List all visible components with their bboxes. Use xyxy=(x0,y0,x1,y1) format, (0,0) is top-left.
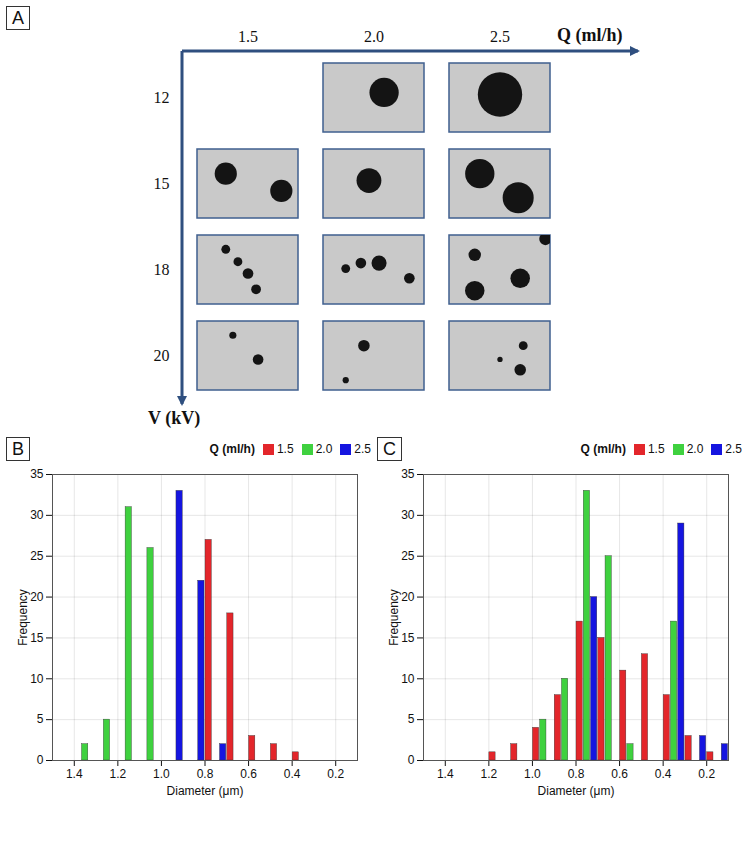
svg-text:18: 18 xyxy=(154,261,170,278)
svg-text:5: 5 xyxy=(37,712,44,726)
html-text:2.0: 2.0 xyxy=(686,442,704,456)
svg-text:0: 0 xyxy=(37,753,44,767)
svg-text:5: 5 xyxy=(408,712,415,726)
svg-text:0.4: 0.4 xyxy=(655,767,672,781)
svg-text:30: 30 xyxy=(30,508,44,522)
html-text:Q (ml/h): Q (ml/h) xyxy=(209,442,255,456)
svg-text:1.2: 1.2 xyxy=(481,767,498,781)
svg-text:20: 20 xyxy=(30,590,44,604)
svg-text:0.8: 0.8 xyxy=(568,767,585,781)
svg-text:Frequency: Frequency xyxy=(387,589,401,646)
svg-text:30: 30 xyxy=(401,508,415,522)
svg-text:25: 25 xyxy=(401,549,415,563)
svg-text:35: 35 xyxy=(30,467,44,481)
svg-text:1.0: 1.0 xyxy=(524,767,541,781)
svg-text:15: 15 xyxy=(401,631,415,645)
svg-text:1.0: 1.0 xyxy=(153,767,170,781)
svg-text:2.0: 2.0 xyxy=(364,28,384,45)
svg-text:1.5: 1.5 xyxy=(238,28,258,45)
svg-text:0.2: 0.2 xyxy=(698,767,715,781)
svg-text:Diameter (μm): Diameter (μm) xyxy=(167,784,244,798)
svg-text:1.4: 1.4 xyxy=(66,767,83,781)
html-text:B: B xyxy=(12,439,24,459)
svg-text:15: 15 xyxy=(30,631,44,645)
html-text:2.0: 2.0 xyxy=(315,442,333,456)
svg-text:Frequency: Frequency xyxy=(16,589,30,646)
html-text:C: C xyxy=(383,439,396,459)
svg-text:20: 20 xyxy=(154,347,170,364)
html-text:Q (ml/h): Q (ml/h) xyxy=(580,442,626,456)
svg-text:0: 0 xyxy=(408,753,415,767)
svg-text:15: 15 xyxy=(154,175,170,192)
svg-text:10: 10 xyxy=(30,672,44,686)
svg-text:0.2: 0.2 xyxy=(327,767,344,781)
svg-text:10: 10 xyxy=(401,672,415,686)
html-text:A: A xyxy=(12,8,24,28)
svg-text:1.2: 1.2 xyxy=(110,767,127,781)
html-text:2.5: 2.5 xyxy=(354,442,371,456)
svg-text:1.4: 1.4 xyxy=(437,767,454,781)
html-text:Q (ml/h): Q (ml/h) xyxy=(557,25,623,45)
svg-text:0.6: 0.6 xyxy=(240,767,257,781)
svg-text:0.8: 0.8 xyxy=(197,767,214,781)
svg-text:0.6: 0.6 xyxy=(611,767,628,781)
svg-text:12: 12 xyxy=(154,89,170,106)
html-text:V (kV): V (kV) xyxy=(148,408,201,428)
svg-text:35: 35 xyxy=(401,467,415,481)
svg-text:2.5: 2.5 xyxy=(490,28,510,45)
svg-text:Diameter (μm): Diameter (μm) xyxy=(538,784,615,798)
html-text:2.5: 2.5 xyxy=(725,442,742,456)
svg-text:0.4: 0.4 xyxy=(284,767,301,781)
svg-text:25: 25 xyxy=(30,549,44,563)
svg-text:20: 20 xyxy=(401,590,415,604)
html-text:1.5: 1.5 xyxy=(276,442,294,456)
html-text:1.5: 1.5 xyxy=(647,442,665,456)
